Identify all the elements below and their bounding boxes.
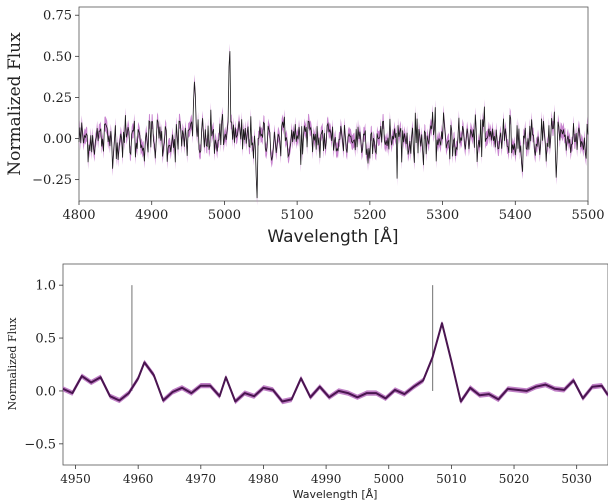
bottom-y-tick-label: 1.0 — [35, 279, 56, 294]
bottom-flux-line — [62, 322, 608, 403]
bottom-y-tick-label: 0.0 — [35, 384, 56, 399]
top-y-tick-label: 0.00 — [43, 132, 72, 147]
top-x-axis-label: Wavelength [Å] — [267, 225, 398, 247]
bottom-y-tick-label: −0.5 — [24, 437, 56, 452]
bottom-y-ticks: −0.5 0.0 0.5 1.0 — [24, 279, 63, 452]
top-series-line — [78, 51, 589, 199]
bottom-x-tick-label: 5030 — [561, 472, 592, 486]
top-y-tick-label: 0.50 — [43, 50, 72, 65]
top-error-band — [79, 43, 588, 206]
bottom-y-tick-label: 0.5 — [35, 332, 56, 347]
bottom-x-tick-label: 5000 — [373, 472, 404, 486]
bottom-y-axis-label: Normalized Flux — [6, 317, 19, 411]
top-x-tick-label: 5300 — [426, 208, 459, 223]
top-y-tick-label: 0.75 — [43, 9, 72, 24]
top-flux-line — [78, 51, 589, 199]
top-y-tick-label: 0.25 — [43, 91, 72, 106]
top-x-tick-label: 4800 — [62, 208, 95, 223]
top-plot-frame — [78, 6, 589, 202]
top-x-ticks: 4800 4900 5000 5100 5200 5300 5400 5500 — [62, 201, 605, 223]
top-x-tick-label: 5100 — [281, 208, 314, 223]
bottom-x-tick-label: 4970 — [186, 472, 217, 486]
top-x-tick-label: 5400 — [499, 208, 532, 223]
top-x-tick-label: 5000 — [208, 208, 241, 223]
bottom-series-line — [62, 322, 608, 403]
top-band-area — [79, 43, 588, 206]
bottom-x-axis-label: Wavelength [Å] — [293, 488, 378, 501]
bottom-x-tick-label: 5020 — [499, 472, 530, 486]
top-y-tick-label: −0.25 — [32, 173, 72, 188]
top-x-tick-label: 5500 — [571, 208, 604, 223]
bottom-x-tick-label: 4960 — [123, 472, 154, 486]
bottom-x-ticks: 4950 4960 4970 4980 4990 5000 5010 5020 5030 — [60, 465, 592, 486]
top-x-tick-label: 4900 — [135, 208, 168, 223]
bottom-chart: 4950 4960 4970 4980 4990 5000 5010 5020 5030 −0.… — [6, 263, 608, 501]
top-x-tick-label: 5200 — [353, 208, 386, 223]
bottom-line-markers — [131, 285, 434, 391]
bottom-plot-frame — [62, 263, 608, 466]
top-chart: 4800 4900 5000 5100 5200 5300 5400 5500 −0.25 0.… — [5, 6, 605, 247]
top-y-axis-label: Normalized Flux — [5, 32, 25, 176]
bottom-x-tick-label: 4990 — [311, 472, 342, 486]
bottom-x-tick-label: 4950 — [60, 472, 91, 486]
bottom-x-tick-label: 4980 — [248, 472, 279, 486]
top-y-ticks: −0.25 0.00 0.25 0.50 0.75 — [32, 9, 79, 188]
bottom-x-tick-label: 5010 — [436, 472, 467, 486]
